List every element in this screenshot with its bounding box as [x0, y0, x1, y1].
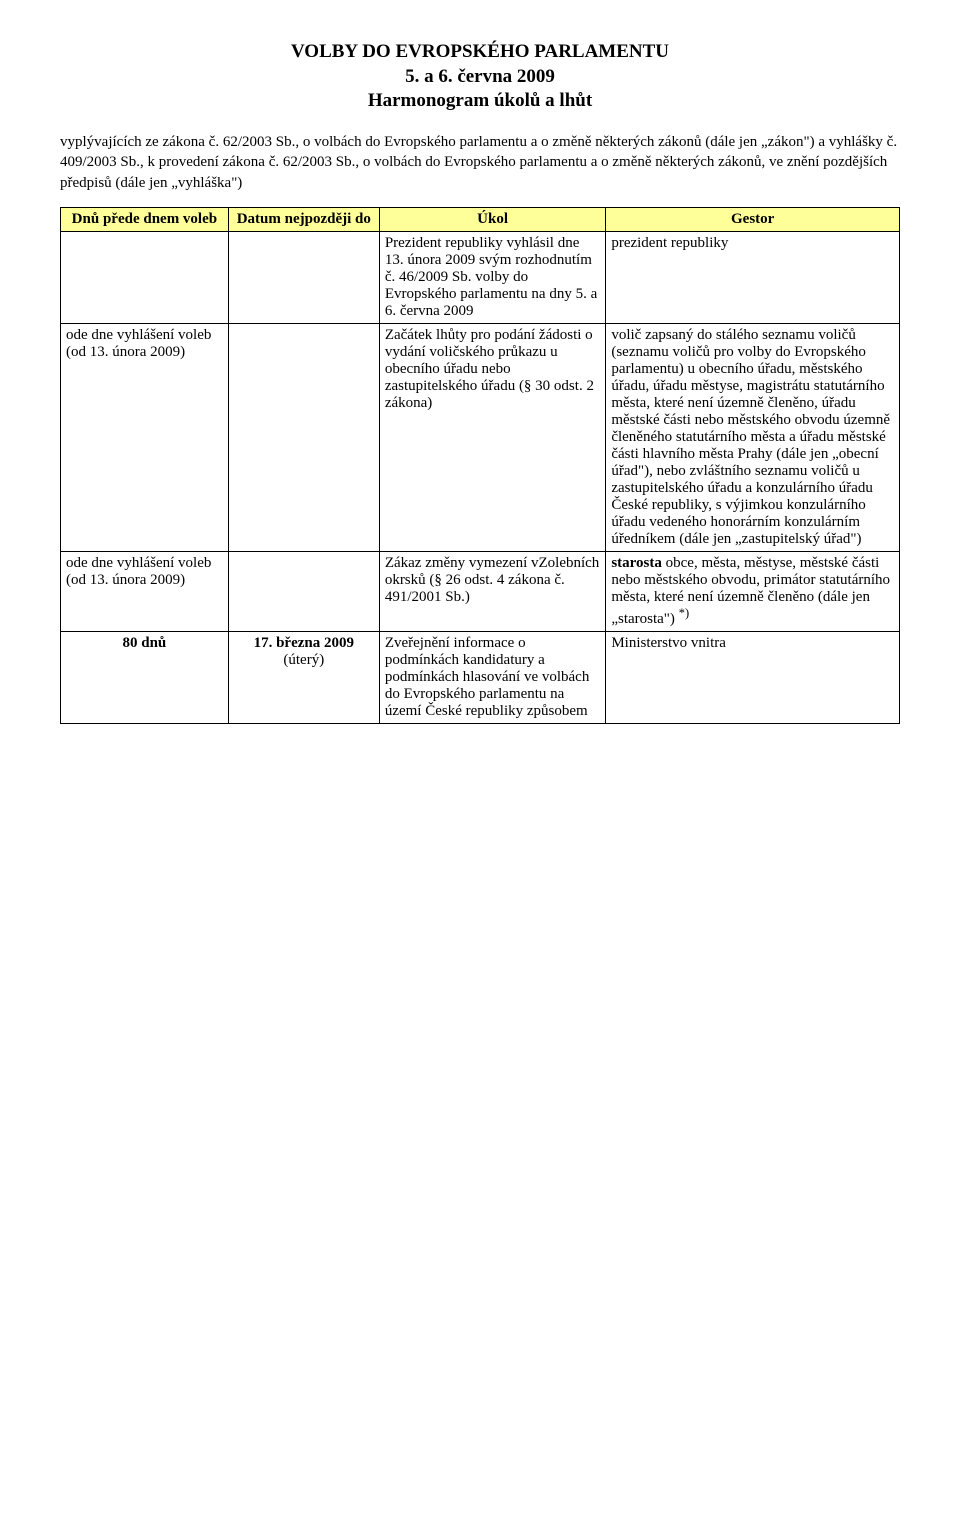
- title-line-3: Harmonogram úkolů a lhůt: [60, 89, 900, 114]
- table-cell: volič zapsaný do stálého seznamu voličů …: [606, 323, 900, 551]
- table-row: Prezident republiky vyhlásil dne 13. úno…: [61, 231, 900, 323]
- table-cell: [61, 231, 229, 323]
- table-row: ode dne vyhlášení voleb(od 13. února 200…: [61, 323, 900, 551]
- table-cell: starosta obce, města, městyse, městské č…: [606, 551, 900, 631]
- document-title: VOLBY DO EVROPSKÉHO PARLAMENTU 5. a 6. č…: [60, 40, 900, 114]
- table-header-row: Dnů přede dnem voleb Datum nejpozději do…: [61, 207, 900, 231]
- header-col-2: Datum nejpozději do: [228, 207, 379, 231]
- table-cell: [228, 551, 379, 631]
- table-row: 80 dnů17. března 2009(úterý)Zveřejnění i…: [61, 631, 900, 723]
- table-cell: prezident republiky: [606, 231, 900, 323]
- table-cell: ode dne vyhlášení voleb(od 13. února 200…: [61, 323, 229, 551]
- header-col-3: Úkol: [379, 207, 606, 231]
- table-cell: ode dne vyhlášení voleb(od 13. února 200…: [61, 551, 229, 631]
- schedule-table: Dnů přede dnem voleb Datum nejpozději do…: [60, 207, 900, 724]
- table-cell: 80 dnů: [61, 631, 229, 723]
- header-col-4: Gestor: [606, 207, 900, 231]
- table-cell: Ministerstvo vnitra: [606, 631, 900, 723]
- title-line-1: VOLBY DO EVROPSKÉHO PARLAMENTU: [60, 40, 900, 65]
- table-cell: Zveřejnění informace o podmínkách kandid…: [379, 631, 606, 723]
- table-row: ode dne vyhlášení voleb(od 13. února 200…: [61, 551, 900, 631]
- title-line-2: 5. a 6. června 2009: [60, 65, 900, 90]
- intro-paragraph: vyplývajících ze zákona č. 62/2003 Sb., …: [60, 132, 900, 193]
- table-cell: Prezident republiky vyhlásil dne 13. úno…: [379, 231, 606, 323]
- header-col-1: Dnů přede dnem voleb: [61, 207, 229, 231]
- table-body: Prezident republiky vyhlásil dne 13. úno…: [61, 231, 900, 723]
- table-cell: Začátek lhůty pro podání žádosti o vydán…: [379, 323, 606, 551]
- table-cell: Zákaz změny vymezení vZolebních okrsků (…: [379, 551, 606, 631]
- table-cell: 17. března 2009(úterý): [228, 631, 379, 723]
- table-cell: [228, 231, 379, 323]
- table-cell: [228, 323, 379, 551]
